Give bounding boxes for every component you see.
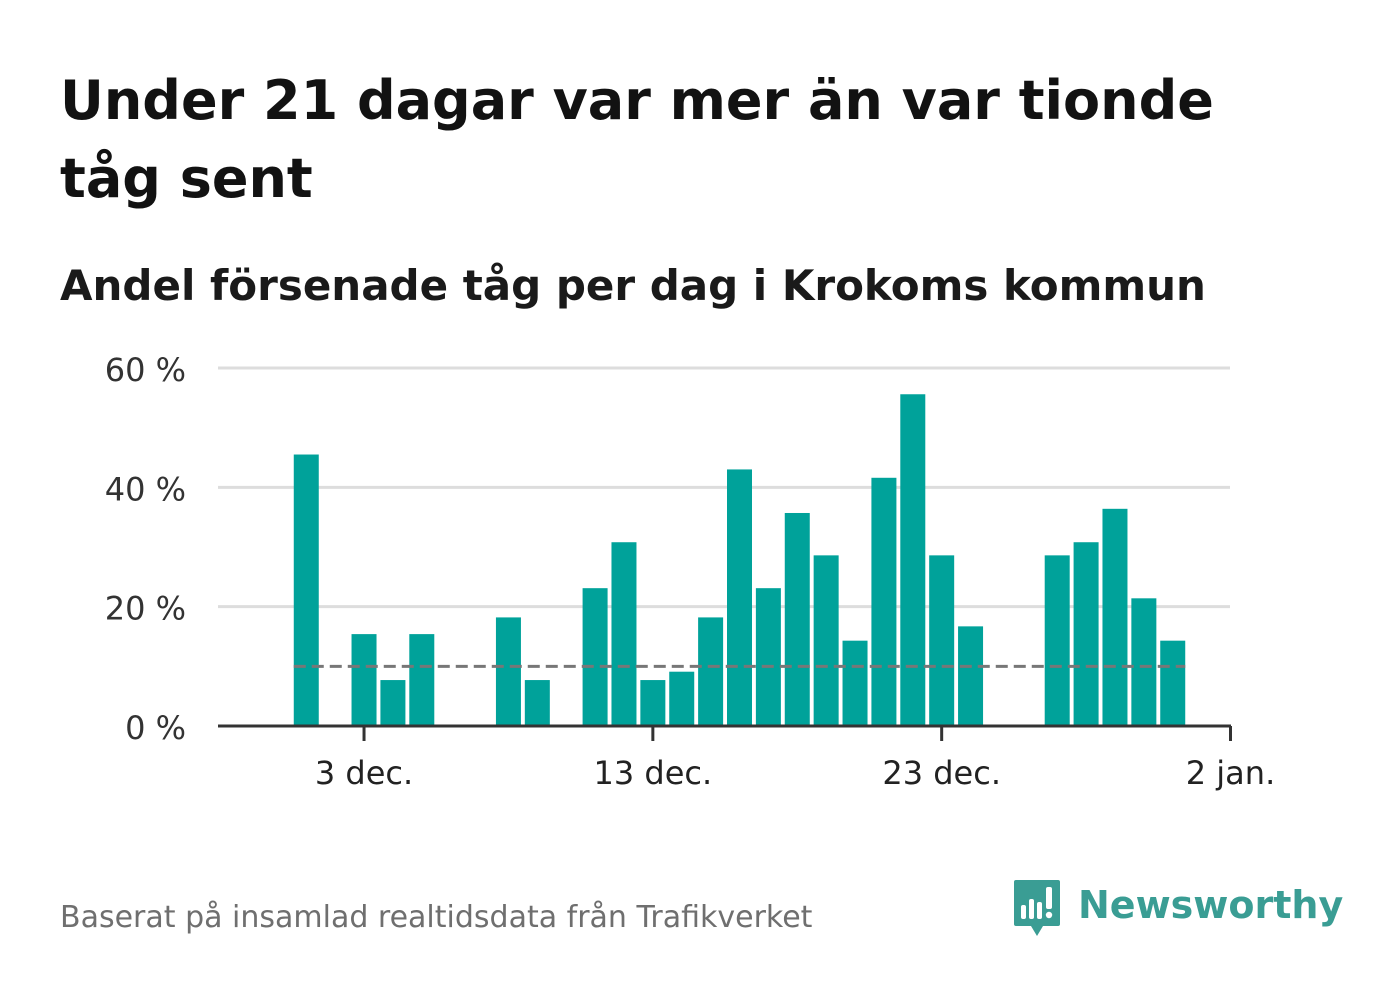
bar (1073, 542, 1099, 726)
x-tick-label: 13 dec. (594, 754, 713, 792)
source-note: Baserat på insamlad realtidsdata från Tr… (60, 900, 813, 935)
bar (380, 680, 406, 726)
axes (218, 724, 1232, 741)
bar (900, 394, 926, 726)
bar (640, 680, 666, 726)
y-tick-label: 60 % (105, 351, 186, 389)
bar (813, 555, 839, 726)
brand-name: Newsworthy (1078, 883, 1344, 927)
x-tick-label: 2 jan. (1186, 754, 1275, 792)
bar (784, 512, 810, 726)
bar (611, 542, 637, 726)
bar (669, 671, 695, 726)
bar (842, 640, 868, 726)
x-tick-label: 3 dec. (315, 754, 413, 792)
y-tick-label: 0 % (125, 709, 186, 747)
x-tick-label: 23 dec. (882, 754, 1001, 792)
bar (582, 588, 608, 726)
bar (1131, 598, 1157, 726)
tick-labels: 0 % 20 % 40 % 60 % 3 dec. 13 dec. 23 dec. 2 jan… (105, 351, 1276, 792)
bar (698, 617, 724, 726)
bar (1044, 555, 1070, 726)
bar (1160, 640, 1186, 726)
bar (1102, 508, 1128, 726)
bar (755, 588, 781, 726)
bar (293, 454, 319, 726)
bar (495, 617, 521, 726)
bar (524, 680, 550, 726)
bar (409, 634, 435, 726)
bar (351, 634, 377, 726)
chart-title: Under 21 dagar var mer än var tionde tåg… (60, 69, 1214, 210)
chart-subtitle: Andel försenade tåg per dag i Krokoms ko… (60, 261, 1206, 310)
newsworthy-logo-icon (1014, 880, 1060, 936)
bars (293, 394, 1186, 726)
bar (958, 626, 984, 726)
y-tick-label: 20 % (105, 590, 186, 628)
bar (727, 469, 752, 726)
brand[interactable]: Newsworthy (1012, 878, 1343, 940)
bar (871, 477, 897, 726)
bar (929, 555, 955, 726)
y-tick-label: 40 % (105, 470, 186, 508)
